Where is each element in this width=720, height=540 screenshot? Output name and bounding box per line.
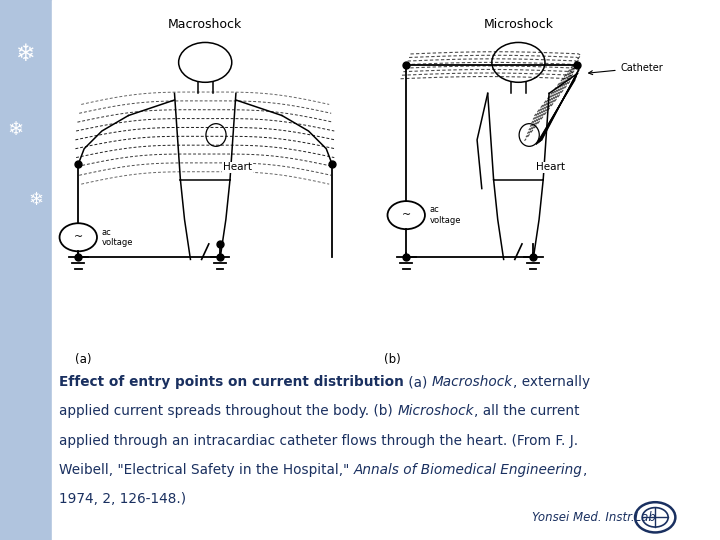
Text: applied through an intracardiac catheter flows through the heart. (From F. J.: applied through an intracardiac catheter… (59, 434, 578, 448)
Text: Catheter: Catheter (589, 63, 663, 75)
Text: Microshock: Microshock (397, 404, 474, 418)
Text: Macroshock: Macroshock (168, 18, 243, 31)
Text: , externally: , externally (513, 375, 590, 389)
Text: (b): (b) (384, 353, 401, 366)
Text: applied current spreads throughout the body. (b): applied current spreads throughout the b… (59, 404, 397, 418)
Text: Microshock: Microshock (483, 18, 554, 31)
Bar (0, 0, 52, 540)
Text: ~: ~ (73, 232, 83, 242)
Text: (a): (a) (75, 353, 91, 366)
Text: 1974, 2, 126-148.): 1974, 2, 126-148.) (59, 492, 186, 506)
Text: ❄: ❄ (16, 42, 36, 66)
Text: Yonsei Med. Instr.Lab: Yonsei Med. Instr.Lab (532, 511, 656, 524)
Text: , all the current: , all the current (474, 404, 579, 418)
Text: Effect of entry points on current distribution: Effect of entry points on current distri… (59, 375, 404, 389)
Text: ❄: ❄ (8, 120, 24, 139)
Text: (a): (a) (404, 375, 432, 389)
Text: ,: , (582, 463, 587, 477)
Text: ac
voltage: ac voltage (429, 205, 461, 225)
Text: Heart: Heart (223, 163, 252, 172)
Text: Weibell, "Electrical Safety in the Hospital,": Weibell, "Electrical Safety in the Hospi… (59, 463, 354, 477)
Text: Heart: Heart (536, 163, 565, 172)
Text: ~: ~ (402, 210, 411, 220)
Text: ❄: ❄ (28, 191, 44, 209)
Text: ac
voltage: ac voltage (102, 227, 132, 247)
Text: Macroshock: Macroshock (432, 375, 513, 389)
Text: Annals of Biomedical Engineering: Annals of Biomedical Engineering (354, 463, 582, 477)
